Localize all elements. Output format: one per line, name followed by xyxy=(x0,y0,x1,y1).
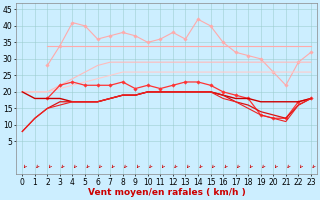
X-axis label: Vent moyen/en rafales ( km/h ): Vent moyen/en rafales ( km/h ) xyxy=(88,188,245,197)
